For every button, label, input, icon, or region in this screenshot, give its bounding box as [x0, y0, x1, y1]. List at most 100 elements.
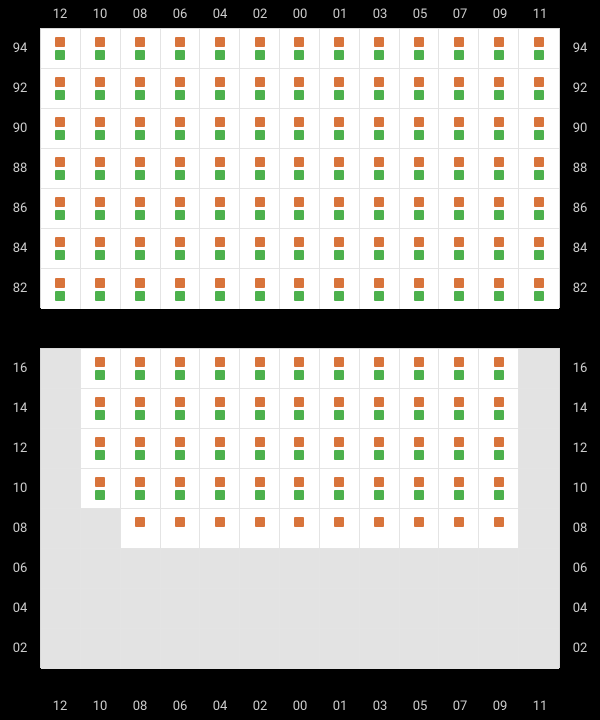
marker-top	[454, 517, 464, 527]
marker-bottom	[454, 50, 464, 60]
marker-bottom	[334, 291, 344, 301]
marker-bottom	[95, 50, 105, 60]
marker-bottom	[135, 370, 145, 380]
grid-b	[40, 348, 560, 668]
marker-bottom	[135, 450, 145, 460]
marker-top	[55, 117, 65, 127]
row-label: 10	[560, 468, 600, 508]
cell	[161, 229, 201, 269]
column-label: 02	[240, 692, 280, 720]
marker-top	[294, 237, 304, 247]
marker-bottom	[374, 490, 384, 500]
cell	[519, 549, 559, 589]
marker-top	[414, 77, 424, 87]
grid-a-row-labels-left: 94929088868482	[0, 28, 40, 308]
marker-top	[175, 237, 185, 247]
grid-row	[41, 469, 559, 509]
marker-bottom	[215, 210, 225, 220]
cell	[519, 69, 559, 109]
cell	[240, 389, 280, 429]
marker-top	[135, 77, 145, 87]
marker-bottom	[135, 130, 145, 140]
cell	[519, 509, 559, 549]
cell	[439, 69, 479, 109]
cell	[240, 149, 280, 189]
marker-bottom	[454, 130, 464, 140]
marker-top	[414, 237, 424, 247]
cell	[479, 389, 519, 429]
cell	[479, 349, 519, 389]
cell	[200, 589, 240, 629]
marker-top	[374, 157, 384, 167]
cell	[519, 149, 559, 189]
marker-top	[215, 477, 225, 487]
cell	[200, 149, 240, 189]
marker-top	[374, 357, 384, 367]
marker-bottom	[334, 490, 344, 500]
marker-bottom	[294, 450, 304, 460]
column-label: 03	[360, 0, 400, 28]
cell	[400, 109, 440, 149]
marker-top	[534, 237, 544, 247]
cell	[280, 269, 320, 309]
cell	[360, 429, 400, 469]
row-label: 92	[0, 68, 40, 108]
marker-top	[414, 357, 424, 367]
cell	[360, 189, 400, 229]
marker-bottom	[494, 170, 504, 180]
cell	[200, 69, 240, 109]
cell	[439, 349, 479, 389]
cell	[400, 189, 440, 229]
row-label: 94	[560, 28, 600, 68]
marker-top	[215, 157, 225, 167]
cell	[439, 269, 479, 309]
marker-bottom	[55, 210, 65, 220]
marker-top	[215, 357, 225, 367]
cell	[200, 549, 240, 589]
marker-bottom	[215, 410, 225, 420]
marker-bottom	[95, 490, 105, 500]
grid-a-row-labels-right: 94929088868482	[560, 28, 600, 308]
marker-bottom	[255, 130, 265, 140]
cell	[121, 69, 161, 109]
marker-top	[175, 278, 185, 288]
cell	[161, 269, 201, 309]
marker-top	[135, 117, 145, 127]
cell	[121, 149, 161, 189]
column-label: 01	[320, 692, 360, 720]
cell	[360, 229, 400, 269]
marker-top	[494, 197, 504, 207]
marker-top	[215, 117, 225, 127]
cell	[161, 149, 201, 189]
marker-top	[374, 237, 384, 247]
marker-bottom	[454, 410, 464, 420]
marker-bottom	[255, 50, 265, 60]
marker-bottom	[534, 130, 544, 140]
marker-bottom	[255, 291, 265, 301]
marker-bottom	[534, 291, 544, 301]
marker-top	[95, 477, 105, 487]
marker-top	[494, 357, 504, 367]
marker-bottom	[175, 50, 185, 60]
cell	[240, 29, 280, 69]
marker-bottom	[374, 410, 384, 420]
marker-top	[454, 278, 464, 288]
column-label: 07	[440, 0, 480, 28]
marker-bottom	[374, 250, 384, 260]
marker-top	[494, 278, 504, 288]
row-label: 06	[0, 548, 40, 588]
cell	[240, 229, 280, 269]
row-label: 06	[560, 548, 600, 588]
cell	[240, 269, 280, 309]
marker-bottom	[55, 250, 65, 260]
cell	[439, 469, 479, 509]
cell	[41, 229, 81, 269]
row-label: 16	[0, 348, 40, 388]
marker-bottom	[215, 250, 225, 260]
cell	[519, 469, 559, 509]
cell	[439, 109, 479, 149]
marker-bottom	[494, 250, 504, 260]
cell	[161, 629, 201, 669]
marker-top	[374, 77, 384, 87]
cell	[360, 269, 400, 309]
